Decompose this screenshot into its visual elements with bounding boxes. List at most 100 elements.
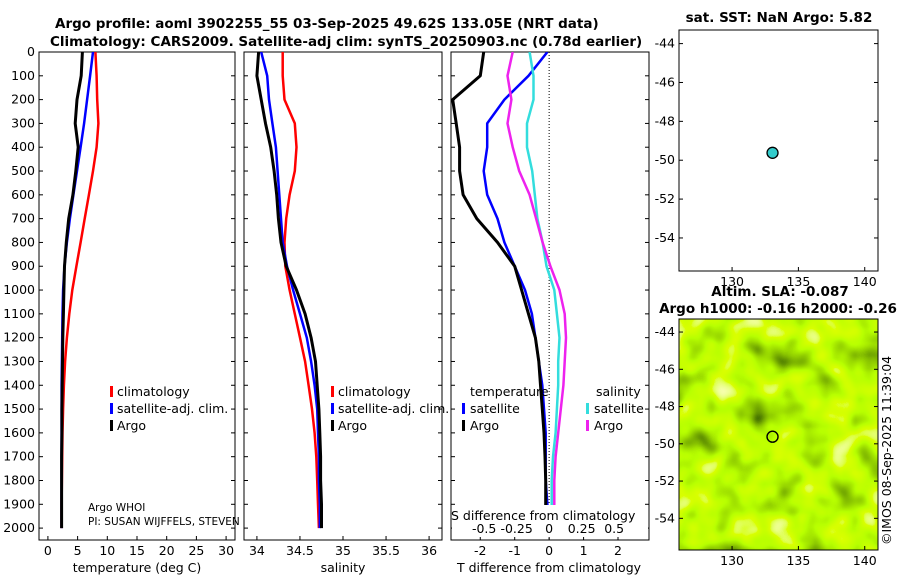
s-axis-label: S difference from climatology xyxy=(451,508,636,523)
x-tick-label: 30 xyxy=(218,543,234,558)
depth-tick-label: 2000 xyxy=(3,520,35,535)
depth-tick-label: 200 xyxy=(11,92,35,107)
diff-xlabel: T difference from climatology xyxy=(456,560,642,575)
difference-legend: temperature satellite Argo salinity sate… xyxy=(462,384,644,433)
map-x-tick-label: 130 xyxy=(720,553,744,568)
sla-field xyxy=(679,319,878,550)
depth-tick-label: 1700 xyxy=(3,449,35,464)
sst-map: sat. SST: NaN Argo: 5.82 -44 -46 -48 -50 -52… xyxy=(655,10,879,289)
map-y-tick-label: -48 xyxy=(655,113,675,128)
depth-tick-label: 900 xyxy=(11,258,35,273)
map-x-tick-label: 140 xyxy=(853,274,877,289)
legend-sal-argo: Argo xyxy=(594,418,623,433)
argo-position-marker-sla xyxy=(766,430,779,443)
s-tick-label: 0 xyxy=(545,521,553,536)
depth-tick-label: 1200 xyxy=(3,330,35,345)
sal-legend-swatch-climatology xyxy=(331,386,334,397)
temperature-legend: climatology satellite-adj. clim. Argo xyxy=(110,384,228,433)
legend-temp-satellite: satellite xyxy=(470,401,520,416)
temperature-panel: 0 5 10 15 20 25 30 temperature (deg C) Argo WH… xyxy=(38,51,240,575)
map-x-tick-label: 135 xyxy=(786,274,810,289)
x-tick-label: 0 xyxy=(44,543,52,558)
legend-satellite: satellite-adj. clim. xyxy=(117,401,228,416)
x-tick-label: 20 xyxy=(159,543,175,558)
legend-argo: Argo xyxy=(117,418,146,433)
diff-line-salinity-argo xyxy=(506,52,568,529)
diff-legend-swatch-tsat xyxy=(462,403,465,414)
map-x-tick-label: 135 xyxy=(786,553,810,568)
depth-tick-label: 1800 xyxy=(3,472,35,487)
sla-map: Altim. SLA: -0.087 Argo h1000: -0.16 h20… xyxy=(655,284,897,568)
x-tick-label: 35 xyxy=(335,543,351,558)
depth-tick-label: 500 xyxy=(11,163,35,178)
legend-temp-header: temperature xyxy=(470,384,549,399)
map-x-tick-label: 130 xyxy=(720,274,744,289)
depth-tick-label: 1000 xyxy=(3,282,35,297)
x-tick-label: -1 xyxy=(508,543,520,558)
x-tick-label: 36 xyxy=(421,543,437,558)
main-title-line2: Climatology: CARS2009. Satellite-adj cli… xyxy=(50,34,642,50)
x-tick-label: 1 xyxy=(580,543,588,558)
argo-note-line2: PI: SUSAN WIJFFELS, STEVEN xyxy=(88,516,240,528)
legend-swatch-argo xyxy=(110,420,113,431)
sla-map-title1: Altim. SLA: -0.087 xyxy=(711,284,848,300)
x-tick-label: 10 xyxy=(99,543,115,558)
sst-map-title: sat. SST: NaN Argo: 5.82 xyxy=(686,10,873,26)
depth-tick-label: 1400 xyxy=(3,377,35,392)
depth-tick-label: 600 xyxy=(11,187,35,202)
legend-climatology: climatology xyxy=(117,384,190,399)
s-tick-label: 0.25 xyxy=(568,521,596,536)
legend-temp-argo: Argo xyxy=(470,418,499,433)
s-tick-label: -0.5 xyxy=(472,521,496,536)
depth-tick-label: 400 xyxy=(11,139,35,154)
map-y-tick-label: -52 xyxy=(655,473,675,488)
map-y-tick-label: -46 xyxy=(655,361,675,376)
salinity-panel: 34 34.5 35 35.5 36 salinity climatology sate… xyxy=(243,51,449,575)
sal-legend-satellite: satellite-adj. clim. xyxy=(338,401,449,416)
main-title-line1: Argo profile: aoml 3902255_55 03-Sep-202… xyxy=(55,16,599,32)
diff-legend-swatch-targo xyxy=(462,420,465,431)
depth-tick-label: 100 xyxy=(11,68,35,83)
temperature-xlabel: temperature (deg C) xyxy=(73,560,202,575)
depth-tick-label: 700 xyxy=(11,211,35,226)
depth-tick-label: 1900 xyxy=(3,496,35,511)
x-tick-label: 34 xyxy=(249,543,265,558)
map-y-tick-label: -48 xyxy=(655,399,675,414)
legend-swatch-satellite xyxy=(110,403,113,414)
depth-tick-label: 300 xyxy=(11,115,35,130)
map-y-tick-label: -44 xyxy=(655,324,675,339)
salinity-legend: climatology satellite-adj. clim. Argo xyxy=(331,384,449,433)
x-tick-label: 2 xyxy=(614,543,622,558)
legend-swatch-climatology xyxy=(110,386,113,397)
x-tick-label: 0 xyxy=(545,543,553,558)
sal-legend-argo: Argo xyxy=(338,418,367,433)
depth-tick-label: 1600 xyxy=(3,425,35,440)
x-tick-label: 34.5 xyxy=(286,543,314,558)
series-line-satellite-adj-clim- xyxy=(259,52,322,529)
depth-tick-label: 0 xyxy=(27,44,35,59)
diff-line-temperature-argo xyxy=(451,52,548,529)
diff-legend-swatch-sargo xyxy=(586,420,589,431)
diff-line-salinity-satellite xyxy=(525,52,561,529)
map-y-tick-label: -54 xyxy=(655,230,675,245)
s-tick-label: 0.5 xyxy=(604,521,624,536)
map-y-tick-label: -50 xyxy=(655,152,675,167)
x-tick-label: 35.5 xyxy=(372,543,400,558)
sal-legend-swatch-satellite xyxy=(331,403,334,414)
depth-tick-label: 1500 xyxy=(3,401,35,416)
imos-stamp: ©IMOS 08-Sep-2025 11:39:04 xyxy=(879,356,894,545)
diff-legend-swatch-ssat xyxy=(586,403,589,414)
series-line-climatology xyxy=(281,52,321,529)
series-line-argo xyxy=(60,52,84,529)
depth-tick-label: 1100 xyxy=(3,306,35,321)
x-tick-label: -2 xyxy=(474,543,486,558)
x-tick-label: 15 xyxy=(129,543,145,558)
map-y-tick-label: -44 xyxy=(655,36,675,51)
map-y-tick-label: -50 xyxy=(655,436,675,451)
s-axis-label-bg xyxy=(452,505,648,537)
depth-tick-label: 800 xyxy=(11,234,35,249)
argo-position-marker xyxy=(766,146,779,159)
sal-legend-swatch-argo xyxy=(331,420,334,431)
sla-map-title2: Argo h1000: -0.16 h2000: -0.26 xyxy=(659,301,897,317)
legend-sal-header: salinity xyxy=(596,384,641,399)
